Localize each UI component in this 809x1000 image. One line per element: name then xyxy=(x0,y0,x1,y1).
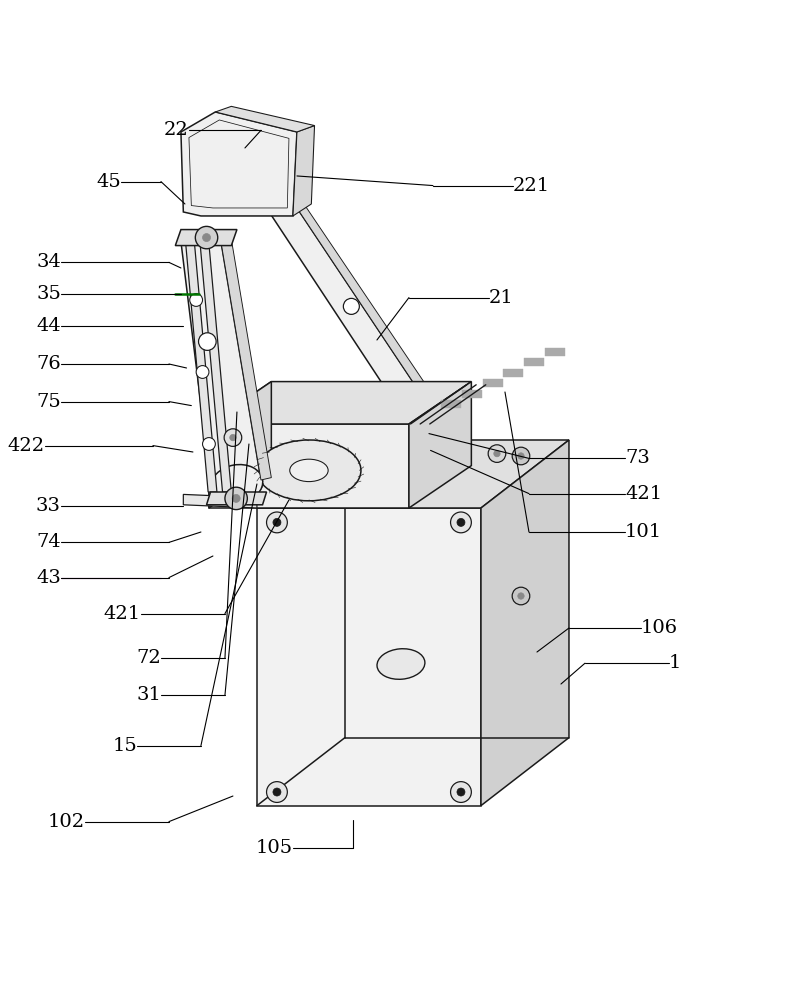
Text: 101: 101 xyxy=(625,523,662,541)
Circle shape xyxy=(356,445,374,462)
Text: 22: 22 xyxy=(164,121,189,139)
Polygon shape xyxy=(184,494,257,508)
Text: 21: 21 xyxy=(489,289,514,307)
Ellipse shape xyxy=(257,440,361,501)
Polygon shape xyxy=(209,382,271,508)
Text: 1: 1 xyxy=(669,654,681,672)
Circle shape xyxy=(512,587,530,605)
Circle shape xyxy=(266,782,287,802)
Polygon shape xyxy=(186,244,217,492)
Text: 73: 73 xyxy=(625,449,650,467)
Polygon shape xyxy=(441,400,461,408)
Circle shape xyxy=(273,788,281,796)
Circle shape xyxy=(457,518,465,526)
Text: 421: 421 xyxy=(104,605,141,623)
Polygon shape xyxy=(257,508,481,806)
Circle shape xyxy=(362,450,368,457)
Text: 72: 72 xyxy=(136,649,161,667)
Polygon shape xyxy=(482,379,502,387)
Text: 15: 15 xyxy=(112,737,137,755)
Circle shape xyxy=(196,366,209,378)
Circle shape xyxy=(230,434,236,441)
Polygon shape xyxy=(206,492,266,505)
Circle shape xyxy=(190,294,202,306)
Polygon shape xyxy=(215,106,315,132)
Circle shape xyxy=(225,487,248,510)
Text: 102: 102 xyxy=(48,813,85,831)
Circle shape xyxy=(273,518,281,526)
Text: 422: 422 xyxy=(8,437,45,455)
Circle shape xyxy=(343,298,359,314)
Polygon shape xyxy=(293,126,315,216)
Text: 421: 421 xyxy=(625,485,662,503)
Text: 43: 43 xyxy=(36,569,61,587)
Ellipse shape xyxy=(377,649,425,679)
Text: 35: 35 xyxy=(36,285,61,303)
Circle shape xyxy=(488,445,506,462)
Circle shape xyxy=(518,453,524,459)
Polygon shape xyxy=(265,196,433,424)
Text: 34: 34 xyxy=(36,253,61,271)
Circle shape xyxy=(195,226,218,249)
Circle shape xyxy=(224,429,242,446)
Text: 33: 33 xyxy=(36,497,61,515)
Text: 31: 31 xyxy=(136,686,161,704)
Polygon shape xyxy=(524,358,544,366)
Circle shape xyxy=(202,234,210,242)
Polygon shape xyxy=(181,112,297,216)
Text: 75: 75 xyxy=(36,393,61,411)
Text: 105: 105 xyxy=(256,839,293,857)
Circle shape xyxy=(232,494,240,502)
Circle shape xyxy=(451,782,472,802)
Polygon shape xyxy=(503,369,523,377)
Polygon shape xyxy=(257,440,569,508)
Ellipse shape xyxy=(211,465,263,503)
Polygon shape xyxy=(545,348,565,356)
Polygon shape xyxy=(289,191,441,412)
Text: 221: 221 xyxy=(513,177,550,195)
Circle shape xyxy=(518,593,524,599)
Circle shape xyxy=(451,512,472,533)
Circle shape xyxy=(198,333,216,350)
Polygon shape xyxy=(221,239,271,480)
Circle shape xyxy=(202,438,215,450)
Polygon shape xyxy=(209,382,472,424)
Polygon shape xyxy=(481,440,569,806)
Circle shape xyxy=(493,450,500,457)
Polygon shape xyxy=(209,424,409,508)
Text: 44: 44 xyxy=(36,317,61,335)
Polygon shape xyxy=(200,244,231,492)
Circle shape xyxy=(512,447,530,465)
Text: 106: 106 xyxy=(641,619,678,637)
Text: 76: 76 xyxy=(36,355,61,373)
Text: 74: 74 xyxy=(36,533,61,551)
Ellipse shape xyxy=(290,459,328,482)
Polygon shape xyxy=(409,382,472,508)
Polygon shape xyxy=(176,230,237,246)
Text: 45: 45 xyxy=(96,173,121,191)
Circle shape xyxy=(457,788,465,796)
Circle shape xyxy=(266,512,287,533)
Polygon shape xyxy=(181,242,261,502)
Polygon shape xyxy=(462,390,482,398)
